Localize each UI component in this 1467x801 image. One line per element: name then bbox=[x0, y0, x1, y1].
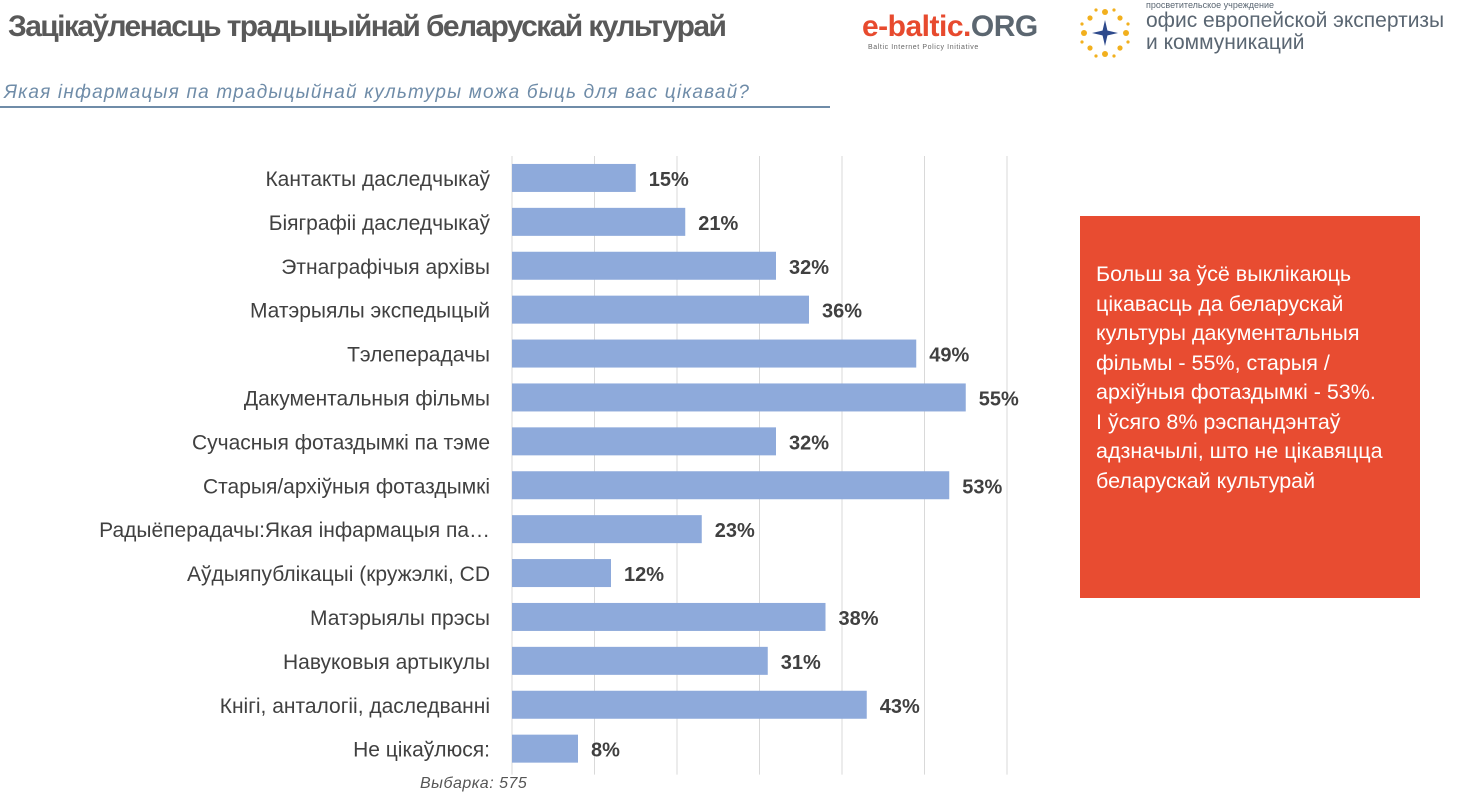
data-label: 43% bbox=[880, 696, 920, 718]
bar bbox=[512, 559, 611, 588]
category-label: Аўдыяпублікацыі (кружэлкі, CD bbox=[187, 563, 490, 586]
subtitle-underline bbox=[0, 106, 830, 108]
category-label: Навуковыя артыкулы bbox=[283, 651, 490, 674]
callout-text: Больш за ўсё выклікаюць цікавасць да бел… bbox=[1096, 262, 1383, 493]
bar bbox=[512, 646, 768, 675]
category-label: Старыя/архіўныя фотаздымкі bbox=[203, 475, 490, 498]
star-logo-icon bbox=[1080, 8, 1130, 58]
category-label: Не цікаўлюся: bbox=[353, 739, 490, 762]
bar bbox=[512, 251, 776, 280]
data-label: 8% bbox=[591, 740, 620, 762]
data-label: 31% bbox=[781, 652, 821, 674]
sample-size: Выбарка: 575 bbox=[420, 775, 528, 792]
category-label: Дакументальныя фільмы bbox=[244, 387, 490, 410]
logo-ebaltic: e-baltic.ORG Baltic Internet Policy Init… bbox=[862, 10, 1067, 56]
logo-office: просветительское учреждение офис европей… bbox=[1146, 0, 1466, 54]
bar bbox=[512, 471, 950, 500]
category-label: Сучасныя фотаздымкі па тэме bbox=[192, 431, 490, 454]
data-label: 12% bbox=[624, 564, 664, 586]
data-label: 38% bbox=[839, 608, 879, 630]
office-line-2: и коммуникаций bbox=[1146, 31, 1305, 54]
category-label: Кантакты даследчыкаў bbox=[265, 168, 490, 191]
bar bbox=[512, 207, 686, 236]
data-label: 32% bbox=[789, 257, 829, 279]
bar bbox=[512, 602, 826, 631]
bar bbox=[512, 339, 917, 368]
category-label: Матэрыялы прэсы bbox=[310, 607, 490, 630]
category-label: Этнаграфічыя архівы bbox=[281, 256, 490, 279]
category-label: Радыёперадачы:Якая інфармацыя па… bbox=[99, 519, 490, 542]
data-label: 15% bbox=[649, 169, 689, 191]
ebaltic-tagline: Baltic Internet Policy Initiative bbox=[868, 44, 979, 51]
bar bbox=[512, 734, 578, 763]
bar bbox=[512, 295, 809, 324]
category-label: Біяграфіі даследчыкаў bbox=[269, 212, 491, 235]
data-label: 23% bbox=[715, 520, 755, 542]
bar bbox=[512, 690, 867, 719]
summary-callout: Больш за ўсё выклікаюць цікавасць да бел… bbox=[1080, 216, 1420, 598]
bar bbox=[512, 163, 636, 192]
chart-question: Якая інфармацыя па традыцыйнай культуры … bbox=[4, 82, 751, 103]
data-label: 53% bbox=[962, 476, 1002, 498]
data-label: 36% bbox=[822, 301, 862, 323]
ebaltic-wordmark: e-baltic. bbox=[862, 10, 971, 43]
bar-chart: Кантакты даследчыкаў 15% Біяграфіі даследч… bbox=[99, 156, 1019, 775]
data-label: 55% bbox=[979, 388, 1019, 410]
category-label: Кнігі, анталогіі, даследванні bbox=[220, 695, 490, 718]
bar bbox=[512, 515, 702, 544]
data-label: 32% bbox=[789, 432, 829, 454]
data-label: 21% bbox=[698, 213, 738, 235]
category-label: Матэрыялы экспедыцый bbox=[250, 300, 490, 323]
bar bbox=[512, 383, 966, 412]
bar bbox=[512, 427, 776, 456]
office-line-1: офис европейской экспертизы bbox=[1146, 9, 1445, 32]
page-title: Зацікаўленасць традыцыйнай беларускай ку… bbox=[8, 10, 727, 43]
ebaltic-org: ORG bbox=[970, 10, 1038, 43]
category-label: Тэлеперадачы bbox=[347, 344, 490, 367]
office-small-text: просветительское учреждение bbox=[1146, 0, 1275, 10]
data-label: 49% bbox=[929, 345, 969, 367]
